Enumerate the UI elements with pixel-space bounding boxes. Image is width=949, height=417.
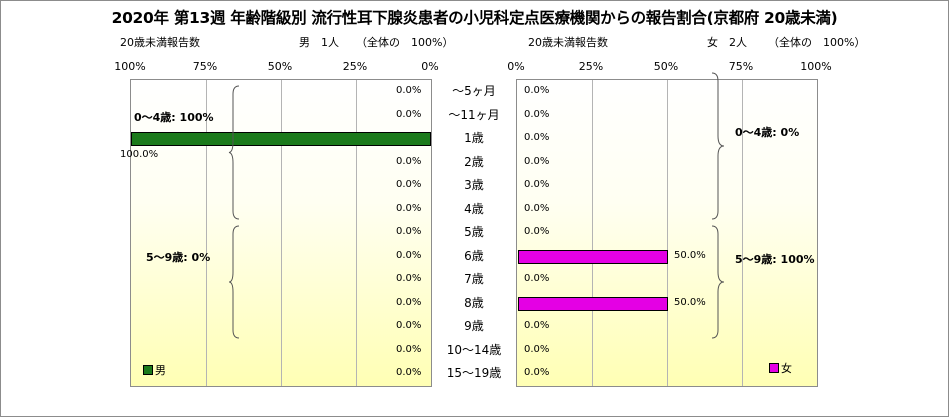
female-value-label-9: 50.0% bbox=[674, 296, 706, 308]
age-label-3: 2歳 bbox=[464, 154, 484, 169]
female-total: 女 2人 bbox=[707, 36, 747, 49]
male-axis-tick-4: 0% bbox=[421, 60, 439, 73]
female-bar-9 bbox=[518, 296, 668, 311]
female-brace-0-4 bbox=[711, 72, 725, 220]
female-value-label-11: 0.0% bbox=[524, 343, 550, 355]
female-plot-area bbox=[516, 79, 818, 387]
female-value-label-8: 0.0% bbox=[524, 273, 550, 284]
female-brace-5-9 bbox=[711, 225, 725, 339]
male-value-label-10: 0.0% bbox=[396, 320, 422, 331]
male-total: 男 1人 bbox=[299, 36, 339, 49]
female-value-label-6: 0.0% bbox=[524, 226, 550, 237]
female-gridline-3 bbox=[742, 80, 743, 386]
female-axis-tick-1: 25% bbox=[578, 60, 604, 73]
male-axis-tick-1: 75% bbox=[192, 60, 218, 73]
male-gridline-3 bbox=[356, 80, 357, 386]
male-brace-5-9 bbox=[228, 225, 241, 339]
female-value-label-4: 0.0% bbox=[524, 179, 550, 190]
age-label-9: 8歳 bbox=[464, 295, 484, 310]
male-brace-0-4 bbox=[228, 85, 241, 220]
female-value-label-5: 0.0% bbox=[524, 202, 550, 214]
male-value-label-12: 0.0% bbox=[396, 367, 422, 378]
age-label-2: 1歳 bbox=[464, 131, 484, 145]
age-label-12: 15～19歳 bbox=[446, 366, 502, 380]
female-value-label-1: 0.0% bbox=[524, 108, 550, 120]
female-value-label-2: 0.0% bbox=[524, 132, 550, 143]
male-value-label-1: 0.0% bbox=[396, 108, 422, 120]
male-legend: 男 bbox=[143, 362, 166, 378]
female-share: （全体の 100%） bbox=[768, 36, 866, 49]
age-label-7: 6歳 bbox=[464, 248, 484, 263]
age-label-4: 3歳 bbox=[464, 178, 484, 192]
age-label-1: ～11ヶ月 bbox=[448, 107, 500, 122]
male-axis-tick-0: 100% bbox=[114, 60, 146, 73]
male-value-label-2: 100.0% bbox=[120, 149, 159, 160]
male-bar-2 bbox=[131, 132, 431, 146]
female-bar-7 bbox=[518, 249, 668, 264]
male-gridline-1 bbox=[206, 80, 207, 386]
age-label-8: 7歳 bbox=[464, 272, 484, 286]
female-count-label: 20歳未満報告数 bbox=[528, 36, 608, 49]
male-value-label-9: 0.0% bbox=[396, 296, 422, 308]
female-gridline-1 bbox=[592, 80, 593, 386]
male-value-label-8: 0.0% bbox=[396, 273, 422, 284]
male-value-label-0: 0.0% bbox=[396, 85, 422, 96]
age-label-6: 5歳 bbox=[464, 225, 484, 239]
male-plot-area bbox=[130, 79, 432, 387]
male-value-label-6: 0.0% bbox=[396, 226, 422, 237]
age-label-10: 9歳 bbox=[464, 319, 484, 333]
female-legend: 女 bbox=[769, 360, 792, 376]
male-value-label-11: 0.0% bbox=[396, 343, 422, 355]
female-legend-swatch bbox=[769, 363, 779, 373]
female-legend-label: 女 bbox=[781, 362, 792, 375]
male-value-label-5: 0.0% bbox=[396, 202, 422, 214]
female-gridline-2 bbox=[667, 80, 668, 386]
male-share: （全体の 100%） bbox=[356, 36, 454, 49]
female-group-0-4-annotation: 0～4歳: 0% bbox=[735, 126, 800, 139]
female-axis-tick-3: 75% bbox=[728, 60, 754, 73]
age-label-0: ～5ヶ月 bbox=[452, 84, 496, 98]
male-value-label-3: 0.0% bbox=[396, 155, 422, 167]
age-label-5: 4歳 bbox=[464, 201, 484, 216]
female-axis-tick-0: 0% bbox=[507, 60, 525, 73]
male-group-0-4-annotation: 0～4歳: 100% bbox=[134, 111, 214, 124]
male-axis-tick-3: 25% bbox=[342, 60, 368, 73]
female-value-label-3: 0.0% bbox=[524, 155, 550, 167]
male-group-5-9-annotation: 5～9歳: 0% bbox=[146, 251, 211, 264]
male-value-label-7: 0.0% bbox=[396, 249, 422, 261]
female-value-label-7: 50.0% bbox=[674, 249, 706, 261]
female-group-5-9-annotation: 5～9歳: 100% bbox=[735, 253, 815, 266]
male-value-label-4: 0.0% bbox=[396, 179, 422, 190]
female-axis-tick-4: 100% bbox=[800, 60, 832, 73]
female-value-label-0: 0.0% bbox=[524, 85, 550, 96]
chart-title: 2020年 第13週 年齢階級別 流行性耳下腺炎患者の小児科定点医療機関からの報… bbox=[111, 9, 838, 27]
female-value-label-10: 0.0% bbox=[524, 320, 550, 331]
female-value-label-12: 0.0% bbox=[524, 367, 550, 378]
male-legend-swatch bbox=[143, 365, 153, 375]
male-count-label: 20歳未満報告数 bbox=[120, 36, 200, 49]
age-label-11: 10～14歳 bbox=[446, 342, 502, 357]
male-axis-tick-2: 50% bbox=[267, 60, 293, 73]
male-legend-label: 男 bbox=[155, 364, 166, 377]
female-axis-tick-2: 50% bbox=[653, 60, 679, 73]
male-gridline-2 bbox=[281, 80, 282, 386]
